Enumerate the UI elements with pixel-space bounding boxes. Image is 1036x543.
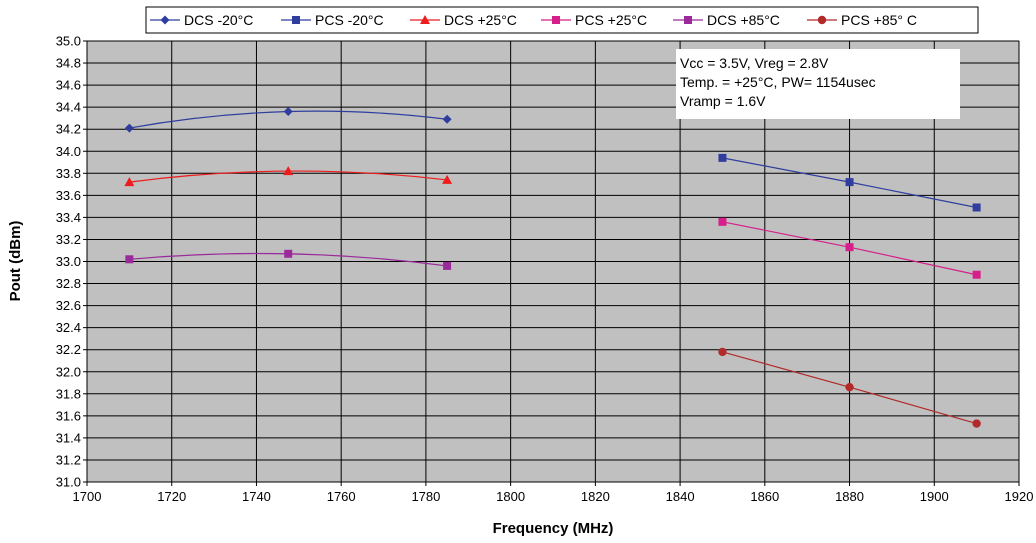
- legend-label: DCS +85°C: [707, 12, 780, 28]
- y-axis-title: Pout (dBm): [7, 221, 24, 302]
- legend-marker: [552, 16, 560, 24]
- data-point-marker: [125, 255, 134, 264]
- legend-item-4: PCS +25°C: [541, 12, 647, 28]
- data-point-marker: [442, 114, 452, 124]
- x-tick-label: 1700: [73, 489, 102, 504]
- legend-marker: [684, 16, 692, 24]
- data-point-marker: [283, 107, 293, 117]
- series-5: [125, 249, 452, 270]
- legend-label: PCS -20°C: [315, 12, 384, 28]
- y-tick-label: 34.8: [56, 56, 81, 71]
- y-tick-label: 33.6: [56, 188, 81, 203]
- y-tick-label: 32.8: [56, 276, 81, 291]
- x-tick-label: 1840: [666, 489, 695, 504]
- data-point-marker: [442, 174, 453, 184]
- data-point-marker: [972, 203, 981, 212]
- data-point-marker: [845, 382, 854, 392]
- y-tick-label: 32.2: [56, 342, 81, 357]
- y-tick-label: 31.2: [56, 452, 81, 467]
- data-point-marker: [124, 123, 134, 133]
- y-tick-label: 31.0: [56, 475, 81, 490]
- legend-item-3: DCS +25°C: [410, 12, 517, 28]
- annotation-box: Vcc = 3.5V, Vreg = 2.8V Temp. = +25°C, P…: [676, 49, 960, 119]
- data-point-marker: [718, 217, 727, 226]
- x-tick-label: 1920: [1005, 489, 1034, 504]
- y-tick-label: 32.6: [56, 298, 81, 313]
- x-axis-title: Frequency (MHz): [493, 520, 614, 537]
- y-tick-label: 31.4: [56, 430, 81, 445]
- y-tick-label: 35.0: [56, 34, 81, 49]
- data-point-marker: [283, 166, 294, 176]
- x-axis-ticks: 1700 1720 1740 1760 1780 1800 1820 1840 1860 1880…: [73, 482, 1034, 504]
- legend-label: DCS +25°C: [444, 12, 517, 28]
- data-point-marker: [284, 249, 293, 258]
- x-tick-label: 1740: [242, 489, 271, 504]
- data-point-marker: [124, 177, 135, 187]
- legend-item-1: DCS -20°C: [150, 12, 253, 28]
- legend-item-5: DCS +85°C: [673, 12, 780, 28]
- y-tick-label: 33.2: [56, 232, 81, 247]
- series-4: [718, 217, 981, 279]
- x-tick-label: 1780: [411, 489, 440, 504]
- legend-marker: [817, 15, 827, 25]
- legend-label: PCS +25°C: [575, 12, 647, 28]
- y-tick-label: 34.4: [56, 100, 81, 115]
- data-point-marker: [718, 153, 727, 162]
- legend-item-2: PCS -20°C: [281, 12, 384, 28]
- y-tick-label: 34.2: [56, 122, 81, 137]
- data-point-marker: [972, 270, 981, 279]
- data-point-marker: [972, 419, 981, 428]
- x-tick-label: 1820: [581, 489, 610, 504]
- y-tick-label: 31.8: [56, 386, 81, 401]
- x-tick-label: 1720: [157, 489, 186, 504]
- y-tick-label: 32.4: [56, 320, 81, 335]
- annotation-line-1: Vcc = 3.5V, Vreg = 2.8V: [680, 55, 829, 71]
- x-tick-label: 1860: [750, 489, 779, 504]
- series-1: [124, 107, 452, 133]
- legend-marker: [160, 15, 170, 25]
- y-tick-label: 33.4: [56, 210, 81, 225]
- y-tick-label: 32.0: [56, 364, 81, 379]
- annotation-line-3: Vramp = 1.6V: [680, 93, 766, 109]
- data-point-marker: [845, 243, 854, 252]
- x-tick-label: 1800: [496, 489, 525, 504]
- legend-item-6: PCS +85° C: [807, 12, 917, 28]
- x-tick-label: 1900: [920, 489, 949, 504]
- legend-marker: [292, 16, 300, 24]
- y-tick-label: 34.6: [56, 78, 81, 93]
- data-point-marker: [718, 347, 727, 357]
- annotation-background: [676, 49, 960, 119]
- series-layer: [124, 107, 981, 428]
- x-tick-label: 1880: [835, 489, 864, 504]
- legend-label: DCS -20°C: [184, 12, 253, 28]
- annotation-line-2: Temp. = +25°C, PW= 1154usec: [680, 74, 876, 90]
- data-point-marker: [845, 178, 854, 187]
- y-tick-label: 33.0: [56, 254, 81, 269]
- series-3: [124, 166, 453, 187]
- y-axis-ticks: 31.0 31.2 31.4 31.6 31.8 32.0 32.2 32.4 32.6 32.8…: [56, 34, 87, 490]
- y-tick-label: 33.8: [56, 166, 81, 181]
- y-tick-label: 34.0: [56, 144, 81, 159]
- data-point-marker: [443, 261, 452, 270]
- x-tick-label: 1760: [327, 489, 356, 504]
- y-tick-label: 31.6: [56, 408, 81, 423]
- legend-marker: [420, 15, 430, 24]
- series-6: [718, 347, 981, 428]
- legend: DCS -20°C PCS -20°C DCS +25°C PCS +25°C DCS …: [145, 6, 979, 34]
- series-2: [718, 153, 981, 212]
- legend-label: PCS +85° C: [841, 12, 917, 28]
